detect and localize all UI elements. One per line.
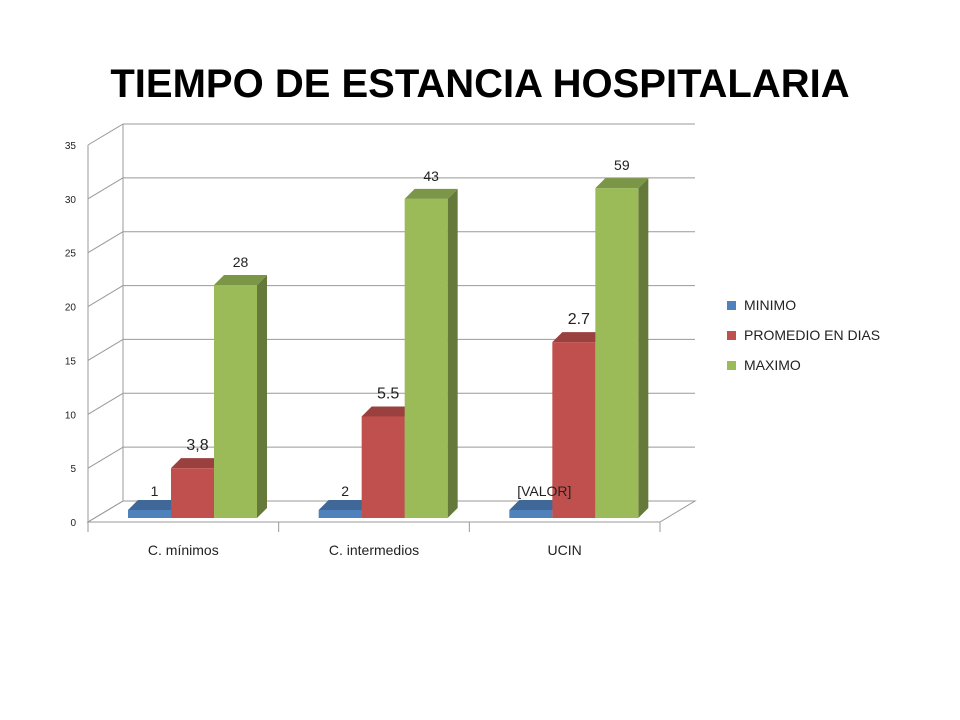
bar-top [318, 500, 372, 510]
bar-top [361, 406, 415, 417]
bar [128, 510, 171, 518]
gridline-side [87, 285, 124, 308]
legend-swatch-promedio [727, 330, 736, 340]
bars [128, 178, 649, 519]
data-label: 3,8 [186, 437, 208, 454]
bar-top [404, 188, 458, 199]
data-label: 5.5 [377, 385, 399, 402]
legend-swatch-minimo [727, 300, 736, 310]
legend-label-maximo: MAXIMO [744, 357, 801, 373]
y-tick-label: 25 [65, 249, 77, 260]
bar [361, 416, 405, 518]
gridline-side [87, 392, 124, 415]
bar [214, 285, 257, 518]
bar-side [638, 178, 649, 519]
data-labels: 1 3,8 28 2 5.5 43 [VALOR] 2.7 59 [151, 157, 630, 499]
data-label: 28 [233, 254, 249, 270]
bar-side [447, 188, 458, 518]
gridline-side [87, 123, 124, 146]
data-label: 59 [614, 157, 630, 173]
gridline-side [87, 177, 124, 200]
y-tick-label: 10 [65, 410, 77, 421]
bar-top [171, 458, 224, 469]
bar-top [214, 275, 267, 286]
y-tick-label: 15 [65, 356, 77, 367]
legend-label-promedio: PROMEDIO EN DIAS [744, 327, 881, 343]
legend-item-minimo: MINIMO [727, 290, 880, 320]
y-tick-label: 35 [65, 141, 77, 152]
bar [595, 188, 639, 519]
data-label: 2.7 [568, 311, 590, 328]
legend: MINIMO PROMEDIO EN DIAS MAXIMO [727, 290, 880, 380]
legend-item-maximo: MAXIMO [727, 350, 880, 380]
bar [318, 510, 362, 518]
gridline-side [87, 338, 124, 361]
gridline-side [87, 231, 124, 254]
y-tick-label: 30 [65, 195, 77, 206]
bar-top [509, 500, 563, 510]
axes: 0 5 10 15 20 25 30 35 C. mínimos C. intermedios UC… [65, 124, 661, 558]
y-tick-label: 5 [70, 464, 76, 475]
y-tick-label: 0 [70, 518, 76, 529]
legend-item-promedio: PROMEDIO EN DIAS [727, 320, 880, 350]
bar-top [128, 500, 181, 510]
x-tick-label: C. mínimos [148, 542, 219, 558]
chart-title: TIEMPO DE ESTANCIA HOSPITALARIA [110, 62, 850, 106]
legend-swatch-maximo [727, 360, 736, 370]
x-tick-label: C. intermedios [329, 542, 419, 558]
data-label: 1 [151, 483, 159, 499]
bar [552, 342, 596, 518]
y-tick-label: 20 [65, 303, 77, 314]
legend-label-minimo: MINIMO [744, 297, 797, 313]
data-label: 43 [423, 168, 439, 184]
bar-side [257, 275, 267, 518]
data-label: [VALOR] [517, 483, 571, 499]
bar [171, 468, 214, 518]
bar-top [552, 332, 606, 343]
bar [509, 510, 553, 518]
bar-top [595, 178, 649, 189]
x-tick-label: UCIN [548, 542, 582, 558]
gridline-side [87, 500, 124, 523]
bar [404, 198, 448, 518]
data-label: 2 [341, 483, 349, 499]
gridline-side [87, 446, 124, 469]
